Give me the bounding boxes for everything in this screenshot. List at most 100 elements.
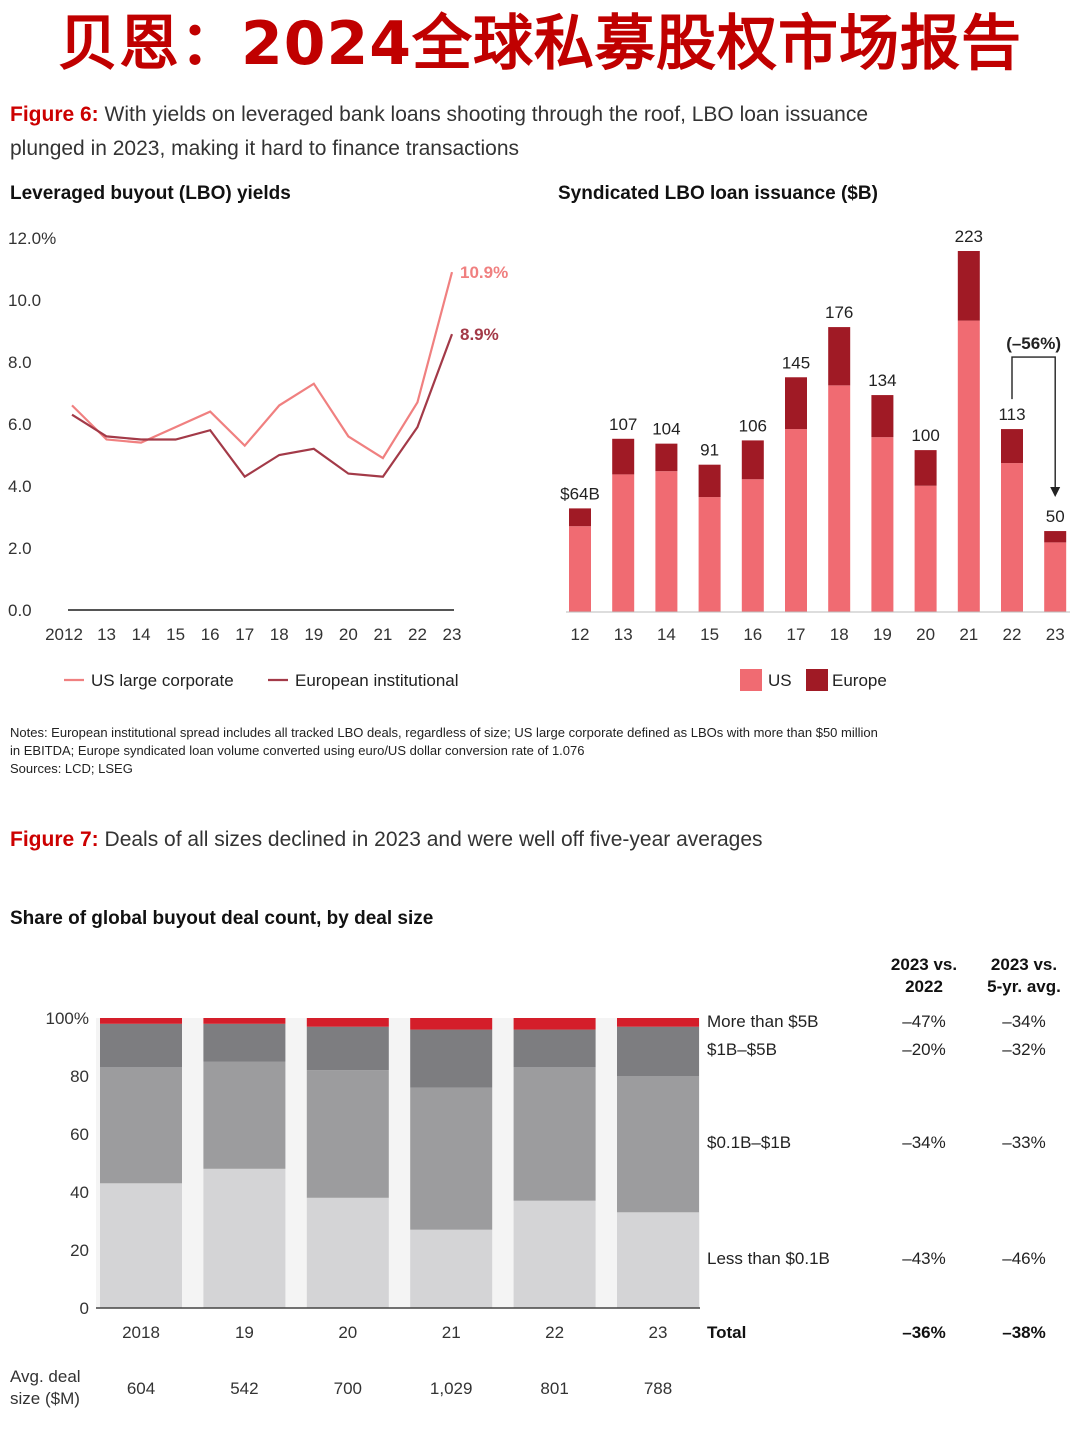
table-header: 2023 vs. <box>991 955 1057 974</box>
lbo-yields-line-chart: 12.0% 10.0 8.0 6.0 4.0 2.0 0.0 2012 13 14 15 16 17 18… <box>8 229 508 690</box>
x-tick-label: 2018 <box>122 1323 160 1342</box>
x-tick-label: 19 <box>873 625 892 644</box>
figure7-title: Figure 7: Deals of all sizes declined in… <box>10 823 763 857</box>
figure7-title-text: Deals of all sizes declined in 2023 and … <box>104 828 763 851</box>
x-tick-label: 18 <box>270 625 289 644</box>
loan-issuance-chart-title: Syndicated LBO loan issuance ($B) <box>558 183 878 204</box>
notes-line2: in EBITDA; Europe syndicated loan volume… <box>10 743 585 758</box>
table-row-vs2022: –43% <box>902 1249 945 1268</box>
loan-issuance-bar-chart: $64B 12 107 13 104 14 91 15 106 16 145 17 176 18 134 19… <box>560 227 1070 691</box>
x-tick-label: 14 <box>657 625 676 644</box>
bar-segment-2 <box>306 1026 389 1071</box>
x-tick-label: 18 <box>830 625 849 644</box>
bar-us <box>785 429 807 612</box>
table-row-vs5yr: –46% <box>1002 1249 1045 1268</box>
bar-us <box>828 385 851 612</box>
y-tick-label: 0.0 <box>8 601 32 620</box>
deal-share-chart-title: Share of global buyout deal count, by de… <box>10 908 434 929</box>
avg-deal-size-value: 788 <box>644 1379 672 1398</box>
bar-total-label: 145 <box>782 353 810 372</box>
bar-europe <box>871 395 894 438</box>
x-tick-label: 15 <box>700 625 719 644</box>
x-tick-label: 17 <box>787 625 806 644</box>
table-header: 2023 vs. <box>891 955 957 974</box>
legend-label: US large corporate <box>91 671 234 690</box>
report-banner-title: 贝恩：2024全球私募股权市场报告 <box>58 9 1022 79</box>
bar-segment-2 <box>100 1023 182 1068</box>
y-tick-label: 4.0 <box>8 477 32 496</box>
bar-segment-0 <box>410 1229 493 1308</box>
bar-segment-1 <box>306 1070 389 1198</box>
table-row-vs2022: –34% <box>902 1133 945 1152</box>
table-row-label: $1B–$5B <box>707 1040 777 1059</box>
bar-total-label: 100 <box>911 426 939 445</box>
bar-segment-0 <box>617 1212 699 1308</box>
figure6-notes: Notes: European institutional spread inc… <box>10 724 1060 778</box>
figure6-label: Figure 6: <box>10 103 99 126</box>
bar-total-label: 106 <box>739 416 767 435</box>
bar-segment-2 <box>617 1026 699 1076</box>
x-tick-label: 22 <box>1003 625 1022 644</box>
bar-segment-1 <box>203 1061 286 1169</box>
x-tick-label: 22 <box>408 625 427 644</box>
bar-segment-0 <box>306 1197 389 1308</box>
x-tick-label: 21 <box>442 1323 461 1342</box>
table-row-vs5yr: –33% <box>1002 1133 1045 1152</box>
total-row-vs5yr: –38% <box>1002 1323 1045 1342</box>
bar-segment-0 <box>513 1200 596 1308</box>
y-tick-label: 60 <box>70 1125 89 1144</box>
series-line-us-large-corporate <box>71 271 454 460</box>
bar-us <box>1001 463 1023 612</box>
bar-segment-3 <box>513 1018 596 1030</box>
bar-segment-1 <box>513 1067 596 1201</box>
lbo-yields-chart-title: Leveraged buyout (LBO) yields <box>10 183 291 204</box>
figure7-label: Figure 7: <box>10 828 99 851</box>
y-tick-label: 0 <box>80 1299 89 1318</box>
x-tick-label: 19 <box>235 1323 254 1342</box>
bar-segment-3 <box>410 1018 493 1030</box>
bar-segment-2 <box>513 1029 596 1068</box>
annotation-bracket <box>1011 356 1056 490</box>
table-row-label: $0.1B–$1B <box>707 1133 791 1152</box>
figure6-title: Figure 6: With yields on leveraged bank … <box>10 98 868 166</box>
bar-total-label: 104 <box>652 420 680 439</box>
bar-total-label: 113 <box>998 405 1025 424</box>
bar-segment-3 <box>617 1018 699 1027</box>
bar-segment-3 <box>100 1018 182 1024</box>
plot-background <box>96 1018 700 1308</box>
notes-line1: Notes: European institutional spread inc… <box>10 725 878 740</box>
notes-sources: Sources: LCD; LSEG <box>10 761 133 776</box>
x-tick-label: 15 <box>166 625 185 644</box>
x-tick-label: 13 <box>614 625 633 644</box>
bar-segment-3 <box>306 1018 389 1027</box>
y-tick-label: 80 <box>70 1067 89 1086</box>
bar-segment-1 <box>100 1067 182 1184</box>
avg-deal-size-value: 700 <box>334 1379 362 1398</box>
bar-us <box>1044 542 1067 612</box>
y-tick-label: 20 <box>70 1241 89 1260</box>
x-tick-label: 2012 <box>45 625 83 644</box>
bar-us <box>569 526 591 612</box>
bar-us <box>612 474 635 612</box>
total-row-vs2022: –36% <box>902 1323 945 1342</box>
bar-us <box>741 479 764 612</box>
figure6-title-line1: With yields on leveraged bank loans shoo… <box>104 103 869 126</box>
bar-europe <box>785 377 807 430</box>
bar-segment-3 <box>203 1018 286 1024</box>
series-end-label: 10.9% <box>460 263 508 282</box>
figure6-title-line2: plunged in 2023, making it hard to finan… <box>10 137 519 160</box>
bar-us <box>914 485 937 612</box>
total-row-label: Total <box>707 1323 746 1342</box>
avg-deal-label-line2: size ($M) <box>10 1389 80 1408</box>
table-header: 2022 <box>905 977 943 996</box>
x-tick-label: 16 <box>743 625 762 644</box>
bar-europe <box>1001 429 1023 464</box>
bar-segment-2 <box>203 1023 286 1062</box>
bar-total-label: 223 <box>955 227 983 246</box>
x-tick-label: 21 <box>373 625 392 644</box>
y-tick-label: 2.0 <box>8 539 32 558</box>
legend-swatch-europe <box>806 669 828 691</box>
avg-deal-size-value: 542 <box>230 1379 258 1398</box>
bar-segment-0 <box>203 1168 286 1308</box>
legend-swatch-us <box>740 669 762 691</box>
